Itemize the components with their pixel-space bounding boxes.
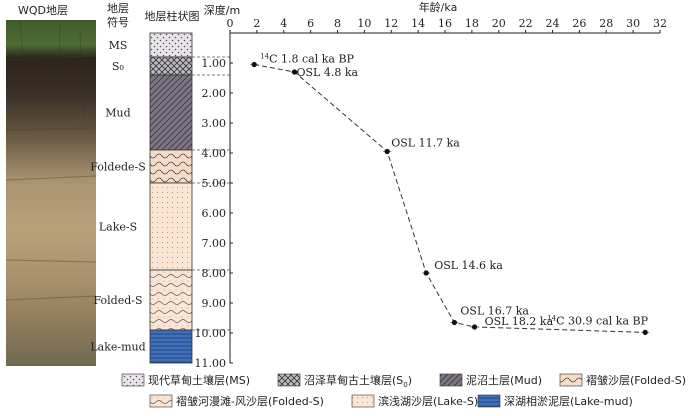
legend: 现代草甸土壤层(MS) 沼泽草甸古土壤层(S0) 泥沼土层(Mud) 褶皱沙层(Fol… bbox=[121, 373, 686, 408]
legend-label: 深湖相淤泥层(Lake-mud) bbox=[504, 395, 633, 408]
age-tick-label: 10 bbox=[357, 17, 371, 30]
age-depth-point bbox=[423, 270, 429, 276]
column-layer-foldedbeach bbox=[149, 269, 193, 331]
age-tick-label: 20 bbox=[492, 17, 506, 30]
age-depth-line bbox=[254, 64, 646, 333]
legend-swatch bbox=[149, 394, 173, 408]
depth-tick-label: 6.00 bbox=[202, 207, 227, 220]
legend-swatch bbox=[477, 394, 501, 408]
column-layer-folded bbox=[149, 149, 193, 184]
age-depth-point bbox=[384, 148, 390, 155]
layer-symbol-label: Lake-mud bbox=[90, 341, 145, 354]
layer-head-1: 地层 bbox=[107, 2, 129, 15]
age-tick-label: 26 bbox=[572, 17, 586, 30]
layer-symbol-label: Foldede-S bbox=[90, 161, 146, 174]
depth-tick-label: 3.00 bbox=[202, 117, 227, 130]
layer-symbol-label: Lake-S bbox=[99, 221, 137, 234]
age-tick-label: 18 bbox=[465, 17, 479, 30]
point-label-text: C 30.9 cal ka BP bbox=[556, 314, 648, 327]
outcrop-photo bbox=[6, 20, 96, 366]
legend-label: 褶皱河漫滩-风沙层(Folded-S) bbox=[176, 394, 324, 408]
column-layer-lakemud bbox=[149, 329, 193, 364]
point-label: OSL 14.6 ka bbox=[434, 259, 503, 272]
age-tick-label: 12 bbox=[384, 17, 398, 30]
legend-label-text: 滨浅湖沙层(Lake-S) bbox=[378, 394, 478, 408]
legend-label: 滨浅湖沙层(Lake-S) bbox=[378, 394, 478, 408]
age-tick-label: 14 bbox=[411, 17, 425, 30]
legend-label-text: 深湖相淤泥层(Lake-mud) bbox=[504, 395, 633, 408]
outcrop-photo-texture bbox=[5, 19, 97, 301]
legend-swatch bbox=[277, 373, 301, 387]
depth-tick-label: 7.00 bbox=[202, 237, 227, 250]
legend-swatch bbox=[439, 373, 463, 387]
age-tick-label: 22 bbox=[519, 17, 533, 30]
legend-label: 褶皱沙层(Folded-S) bbox=[586, 373, 686, 387]
age-tick-label: 24 bbox=[546, 17, 560, 30]
legend-swatch bbox=[351, 394, 375, 408]
layer-symbol-label: S₀ bbox=[112, 60, 125, 73]
layer-symbols: MS S₀ Mud Foldede-S Lake-S Folded-S Lake-mud bbox=[90, 39, 146, 354]
age-tick-label: 6 bbox=[307, 17, 314, 30]
depth-axis-label: 深度/m bbox=[204, 3, 240, 17]
age-tick-label: 2 bbox=[253, 17, 260, 30]
photo-title: WQD地层 bbox=[18, 4, 68, 17]
age-tick-label: 8 bbox=[334, 17, 341, 30]
layer-symbol-label: Mud bbox=[105, 107, 130, 120]
legend-label: 现代草甸土壤层(MS) bbox=[148, 373, 250, 387]
depth-tick-label: 10.00 bbox=[195, 327, 227, 340]
legend-label: 沼泽草甸古土壤层(S0) bbox=[304, 373, 412, 389]
age-tick-label: 16 bbox=[438, 17, 452, 30]
point-label: 14C 1.8 cal ka BP bbox=[260, 53, 354, 66]
stratigraphic-column bbox=[149, 32, 230, 364]
legend-swatch bbox=[121, 373, 145, 387]
age-tick-label: 4 bbox=[280, 17, 287, 30]
age-axis-label: 年龄/ka bbox=[419, 0, 458, 14]
age-depth-point bbox=[451, 319, 458, 326]
column-head: 地层柱状图 bbox=[145, 9, 200, 23]
point-label-text: C 1.8 cal ka BP bbox=[269, 53, 354, 66]
depth-tick-label: 5.00 bbox=[202, 177, 227, 190]
legend-label: 泥沼土层(Mud) bbox=[466, 373, 542, 387]
legend-label-subscript: 0 bbox=[403, 381, 407, 389]
legend-label-text: 褶皱沙层(Folded-S) bbox=[586, 373, 686, 387]
age-depth-point bbox=[291, 69, 298, 75]
age-depth-point bbox=[471, 324, 478, 330]
legend-swatch bbox=[559, 373, 583, 387]
depth-tick-label: 4.00 bbox=[202, 147, 227, 160]
legend-label-text: 褶皱河漫滩-风沙层(Folded-S) bbox=[176, 394, 324, 408]
column-layer-mud bbox=[149, 74, 193, 151]
column-layer-dots bbox=[149, 32, 193, 58]
age-tick-label: 32 bbox=[653, 17, 667, 30]
legend-label-text: 沼泽草甸古土壤层(S bbox=[304, 373, 403, 387]
age-tick-label: 30 bbox=[626, 17, 640, 30]
legend-label-text: 泥沼土层(Mud) bbox=[466, 373, 542, 387]
column-layer-cross bbox=[149, 56, 193, 76]
depth-tick-label: 2.00 bbox=[202, 87, 227, 100]
age-depth-point bbox=[251, 61, 257, 68]
age-depth-point bbox=[642, 329, 648, 335]
point-label: 14C 30.9 cal ka BP bbox=[547, 314, 648, 327]
point-label: OSL 11.7 ka bbox=[391, 137, 460, 150]
column-layer-sand bbox=[149, 182, 193, 271]
legend-label-tail: ) bbox=[408, 374, 412, 387]
point-label-superscript: 14 bbox=[260, 53, 269, 61]
layer-symbol-label: Folded-S bbox=[93, 294, 142, 307]
age-tick-label: 0 bbox=[227, 17, 234, 30]
depth-tick-label: 8.00 bbox=[202, 267, 227, 280]
point-label-superscript: 14 bbox=[547, 314, 556, 322]
point-label: OSL 18.2 ka bbox=[485, 315, 554, 328]
legend-label-text: 现代草甸土壤层(MS) bbox=[148, 373, 250, 387]
depth-tick-label: 11.00 bbox=[195, 357, 227, 370]
age-depth-axes: 0 2 4 6 8 10 12 14 16 18 20 22 24 26 28 30 321.002.003.0… bbox=[195, 17, 668, 370]
point-label: OSL 4.8 ka bbox=[297, 66, 359, 79]
depth-tick-label: 9.00 bbox=[202, 297, 227, 310]
age-tick-label: 28 bbox=[599, 17, 613, 30]
point-label: OSL 16.7 ka bbox=[460, 305, 529, 318]
layer-symbol-label: MS bbox=[109, 39, 128, 52]
layer-head-2: 符号 bbox=[107, 16, 129, 29]
depth-tick-label: 1.00 bbox=[202, 57, 227, 70]
